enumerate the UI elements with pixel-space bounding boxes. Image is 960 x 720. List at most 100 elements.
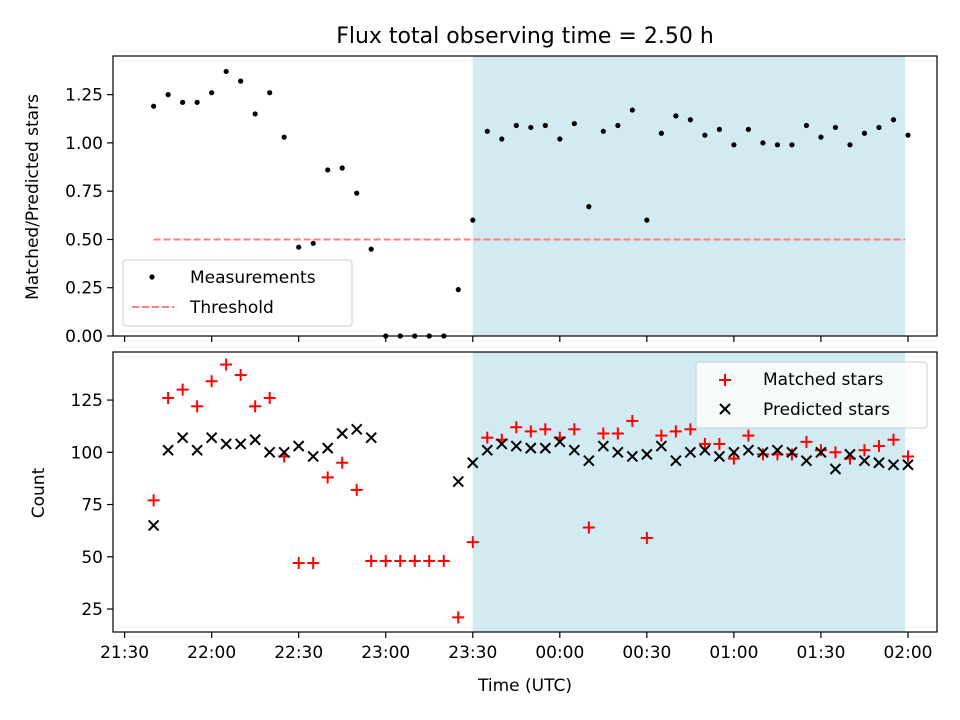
predicted-star-point (250, 435, 260, 445)
measurement-point (311, 241, 316, 246)
x-tick-label: 23:30 (448, 643, 497, 663)
legend-measurements-marker (149, 274, 154, 279)
measurement-point (804, 123, 809, 128)
x-tick-label: 22:00 (187, 643, 236, 663)
y-tick-label: 50 (81, 548, 103, 568)
matched-star-point (235, 369, 247, 381)
y-tick-label: 125 (71, 391, 103, 411)
legend-matched-label: Matched stars (763, 370, 883, 390)
legend-measurements-label: Measurements (190, 268, 316, 288)
measurement-point (905, 133, 910, 138)
predicted-star-point (149, 520, 159, 530)
matched-star-point (264, 392, 276, 404)
measurement-point (470, 218, 475, 223)
measurement-point (688, 117, 693, 122)
y-tick-label: 0.25 (65, 279, 103, 299)
measurement-point (456, 287, 461, 292)
measurement-point (557, 136, 562, 141)
matched-star-point (409, 555, 421, 567)
predicted-star-point (178, 433, 188, 443)
measurement-point (528, 125, 533, 130)
measurement-point (253, 111, 258, 116)
y-tick-label: 100 (71, 443, 103, 463)
y-tick-label: 0.00 (65, 327, 103, 347)
measurement-point (224, 69, 229, 74)
figure: Flux total observing time = 2.50 h Match… (0, 0, 960, 720)
measurement-point (369, 247, 374, 252)
legend-predicted-label: Predicted stars (763, 400, 890, 420)
predicted-star-point (221, 439, 231, 449)
measurement-point (717, 127, 722, 132)
ratio-panel: Matched/Predicted stars 0.00 0.25 0.50 0.75… (23, 56, 937, 347)
predicted-star-point (207, 433, 217, 443)
matched-star-point (438, 555, 450, 567)
measurement-point (601, 129, 606, 134)
measurement-point (760, 140, 765, 145)
x-axis-label: Time (UTC) (477, 676, 572, 696)
y-tick-label: 75 (81, 496, 103, 516)
x-tick-label: 00:00 (535, 643, 584, 663)
measurement-point (818, 135, 823, 140)
matched-star-point (148, 494, 160, 506)
measurement-point (354, 191, 359, 196)
ratio-legend: Measurements Threshold (123, 260, 352, 326)
x-tick-label: 01:30 (796, 643, 845, 663)
measurement-point (673, 113, 678, 118)
measurement-point (731, 142, 736, 147)
figure-title: Flux total observing time = 2.50 h (336, 24, 714, 49)
predicted-star-point (236, 439, 246, 449)
matched-star-point (351, 484, 363, 496)
measurement-point (630, 107, 635, 112)
measurement-point (166, 92, 171, 97)
measurement-point (151, 104, 156, 109)
predicted-star-point (308, 451, 318, 461)
measurement-point (659, 131, 664, 136)
matched-star-point (249, 400, 261, 412)
measurement-point (746, 127, 751, 132)
predicted-star-point (192, 445, 202, 455)
y-tick-label: 0.75 (65, 182, 103, 202)
count-y-axis-label: Count (29, 467, 49, 518)
y-tick-label: 1.25 (65, 86, 103, 106)
y-tick-label: 25 (81, 600, 103, 620)
measurement-point (514, 123, 519, 128)
measurement-point (209, 90, 214, 95)
x-tick-label: 00:30 (622, 643, 671, 663)
measurement-point (195, 100, 200, 105)
count-panel: Count Time (UTC) 25 50 75 100 125 21:30 22:00 2… (29, 352, 937, 696)
observing-window-region (473, 56, 905, 336)
measurement-point (340, 165, 345, 170)
x-tick-label: 23:00 (361, 643, 410, 663)
matched-star-point (177, 384, 189, 396)
matched-star-point (322, 471, 334, 483)
measurement-point (615, 123, 620, 128)
y-tick-label: 1.00 (65, 134, 103, 154)
measurement-point (267, 90, 272, 95)
predicted-star-point (337, 428, 347, 438)
measurement-point (876, 125, 881, 130)
measurement-point (325, 167, 330, 172)
matched-star-point (394, 555, 406, 567)
measurement-point (180, 100, 185, 105)
x-tick-label: 21:30 (100, 643, 149, 663)
matched-star-point (293, 557, 305, 569)
predicted-star-point (453, 477, 463, 487)
x-tick-label: 22:30 (274, 643, 323, 663)
predicted-star-point (366, 433, 376, 443)
measurement-point (702, 133, 707, 138)
matched-star-point (307, 557, 319, 569)
predicted-star-point (265, 447, 275, 457)
predicted-star-point (163, 445, 173, 455)
matched-star-point (220, 359, 232, 371)
measurement-point (847, 142, 852, 147)
matched-star-point (380, 555, 392, 567)
predicted-star-point (294, 441, 304, 451)
matched-star-point (162, 392, 174, 404)
ratio-y-axis-label: Matched/Predicted stars (23, 94, 43, 300)
measurement-point (891, 117, 896, 122)
measurement-point (775, 142, 780, 147)
measurement-point (485, 129, 490, 134)
x-tick-label: 02:00 (883, 643, 932, 663)
predicted-star-point (352, 424, 362, 434)
y-tick-label: 0.50 (65, 230, 103, 250)
